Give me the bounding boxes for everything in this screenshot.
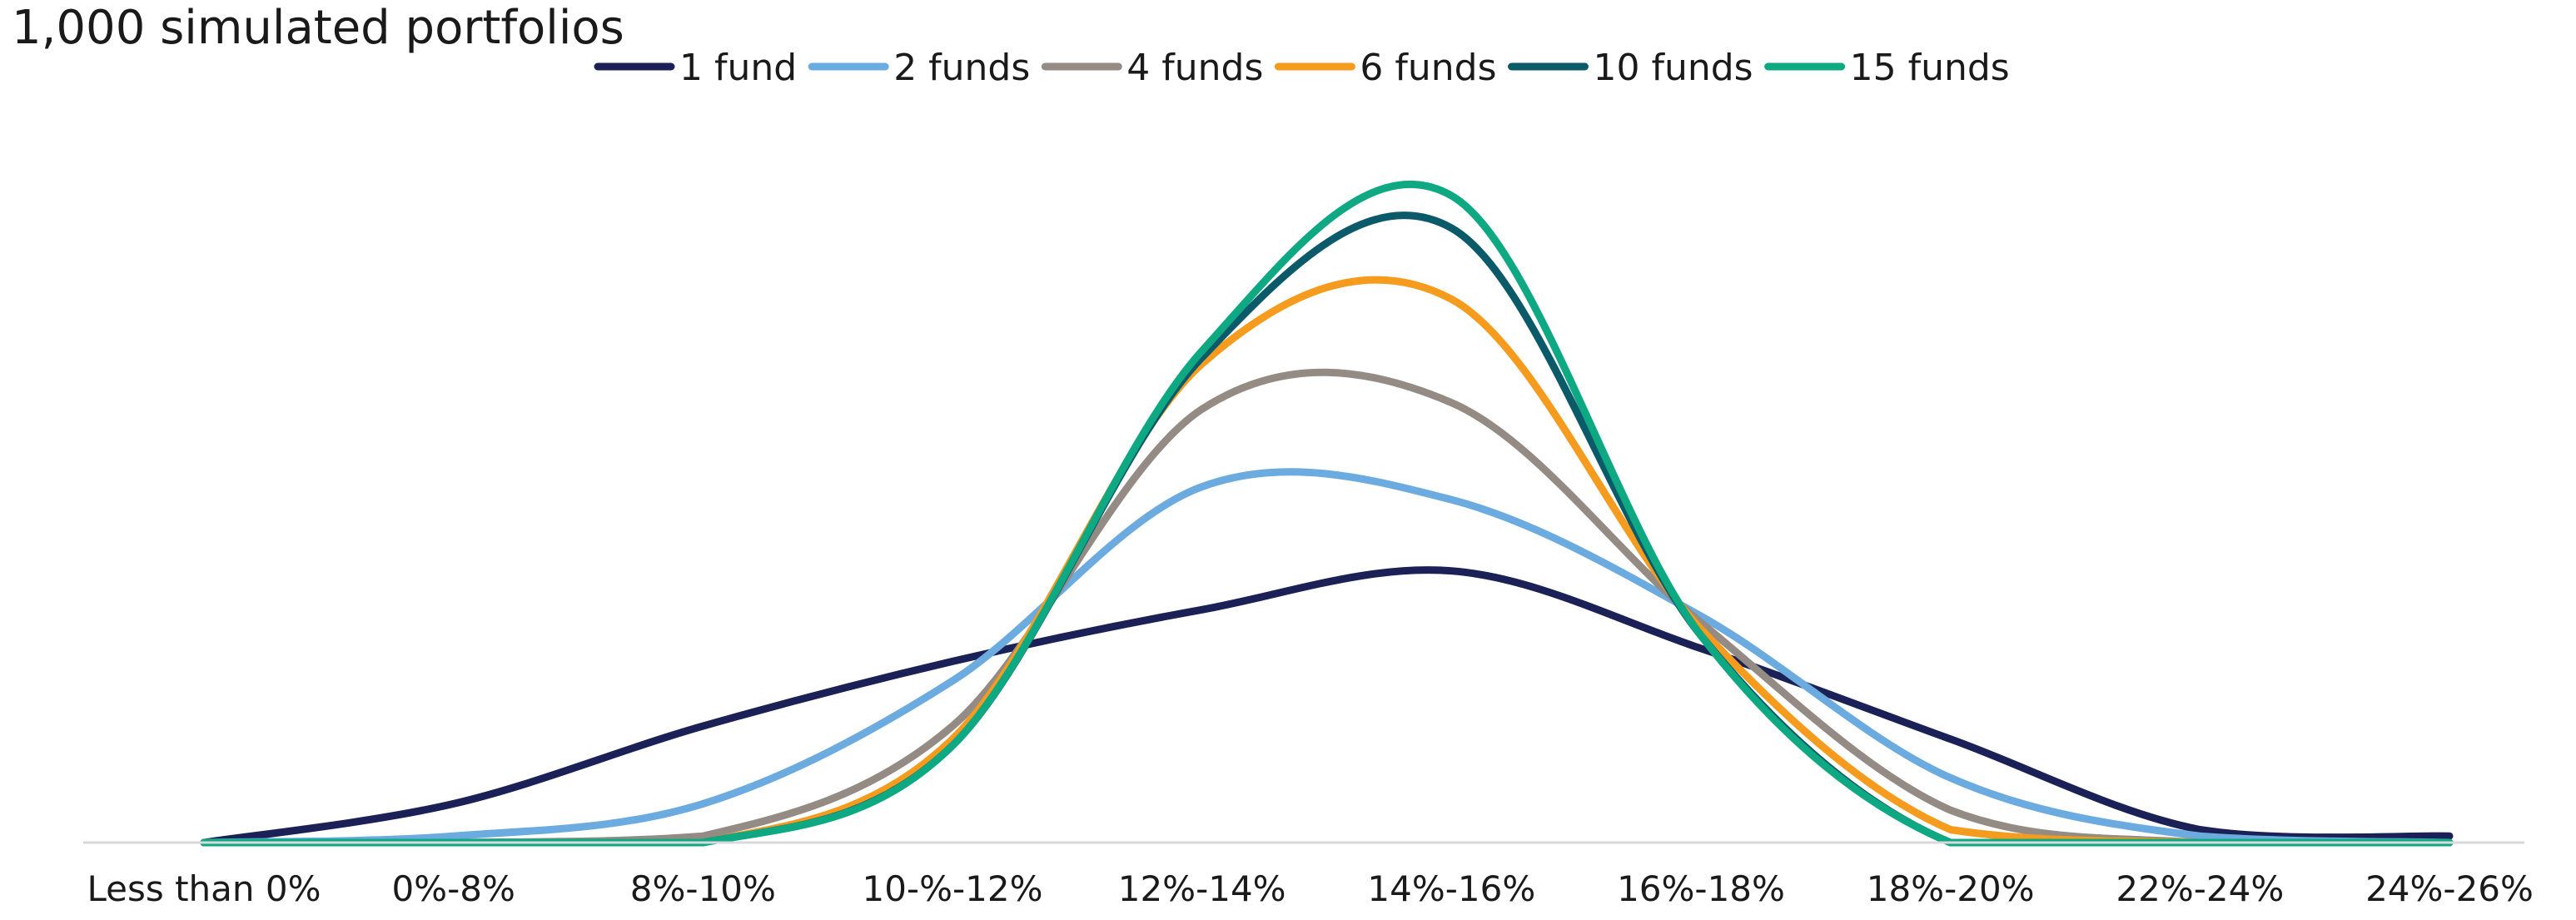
legend-item: 1 fund [594, 47, 797, 89]
legend-label: 2 funds [893, 47, 1030, 89]
series-line-1-fund [200, 566, 2454, 847]
x-tick-label: 0%-8% [391, 868, 515, 909]
legend-item: 15 funds [1764, 47, 2010, 89]
series-line-4-funds [200, 368, 2454, 847]
x-tick-label: 22%-24% [2116, 868, 2284, 909]
x-tick-label: 8%-10% [630, 868, 776, 909]
chart-title: 1,000 simulated portfolios [12, 1, 624, 55]
series-line-6-funds [200, 276, 2454, 847]
legend: 1 fund 2 funds 4 funds 6 funds 10 funds 15 fu… [594, 47, 2010, 89]
legend-label: 15 funds [1850, 47, 2010, 89]
legend-label: 1 fund [679, 47, 797, 89]
series-line-10-funds [200, 211, 2454, 847]
x-tick-label: 18%-20% [1867, 868, 2035, 909]
legend-item: 4 funds [1041, 47, 1263, 89]
x-tick-label: 10-%-12% [862, 868, 1042, 909]
series-layer [200, 181, 2454, 847]
x-tick-label: 16%-18% [1617, 868, 1785, 909]
series-line-2-funds [200, 468, 2454, 847]
x-tick-label: Less than 0% [87, 868, 321, 909]
legend-item: 6 funds [1274, 47, 1497, 89]
legend-label: 6 funds [1360, 47, 1496, 89]
x-tick-label: 12%-14% [1118, 868, 1286, 909]
x-tick-label: 24%-26% [2365, 868, 2534, 909]
legend-label: 4 funds [1126, 47, 1263, 89]
x-axis-tick-labels: Less than 0% 0%-8% 8%-10% 10-%-12% 12%-14% 14… [87, 868, 2533, 909]
legend-item: 2 funds [808, 47, 1030, 89]
series-line-15-funds [200, 181, 2454, 847]
legend-label: 10 funds [1594, 47, 1753, 89]
x-tick-label: 14%-16% [1367, 868, 1535, 909]
legend-item: 10 funds [1508, 47, 1753, 89]
